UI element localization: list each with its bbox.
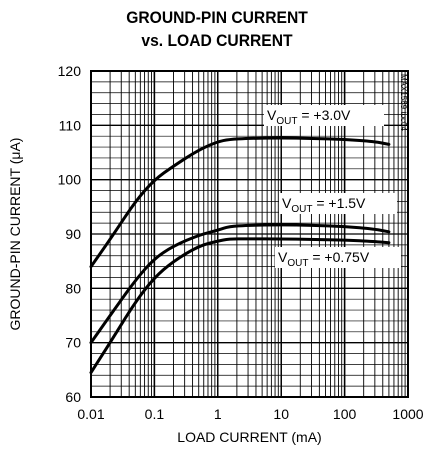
chart-title: GROUND-PIN CURRENT xyxy=(126,8,308,27)
series-label: VOUT = +1.5V xyxy=(282,195,366,215)
curves xyxy=(89,136,391,375)
x-tick-label: 1 xyxy=(214,406,222,422)
y-tick-label: 100 xyxy=(58,172,82,188)
series-line-2 xyxy=(89,237,391,375)
x-tick-label: 10 xyxy=(273,406,289,422)
y-tick-label: 120 xyxy=(58,63,82,79)
y-tick-label: 70 xyxy=(65,335,81,351)
part-code: MAX1589 toc04 xyxy=(399,74,408,131)
y-tick-labels: 60 70 80 90 100 110 120 xyxy=(58,63,82,405)
series-label: VOUT = +3.0V xyxy=(267,107,351,127)
series-line-1 xyxy=(89,223,391,345)
y-tick-label: 60 xyxy=(65,389,81,405)
x-tick-label: 100 xyxy=(333,406,357,422)
x-tick-label: 1000 xyxy=(392,406,423,422)
y-tick-label: 80 xyxy=(65,280,81,296)
x-tick-labels: 0.01 0.1 1 10 100 1000 xyxy=(77,406,423,422)
x-tick-label: 0.1 xyxy=(145,406,165,422)
x-tick-label: 0.01 xyxy=(77,406,104,422)
y-tick-label: 110 xyxy=(59,117,82,133)
chart-subtitle: vs. LOAD CURRENT xyxy=(141,31,293,50)
series-label-bg xyxy=(279,193,397,214)
series-label-bg xyxy=(275,247,401,268)
series-label-bg xyxy=(264,105,384,126)
plot-frame xyxy=(90,70,409,398)
x-axis-label: LOAD CURRENT (mA) xyxy=(177,429,321,445)
y-tick-label: 90 xyxy=(65,226,81,242)
y-axis-label: GROUND-PIN CURRENT (μA) xyxy=(7,138,23,331)
series-line-0 xyxy=(89,136,391,269)
series-label: VOUT = +0.75V xyxy=(278,249,370,269)
series-labels: VOUT = +3.0V VOUT = +1.5V VOUT = +0.75V xyxy=(264,105,401,269)
